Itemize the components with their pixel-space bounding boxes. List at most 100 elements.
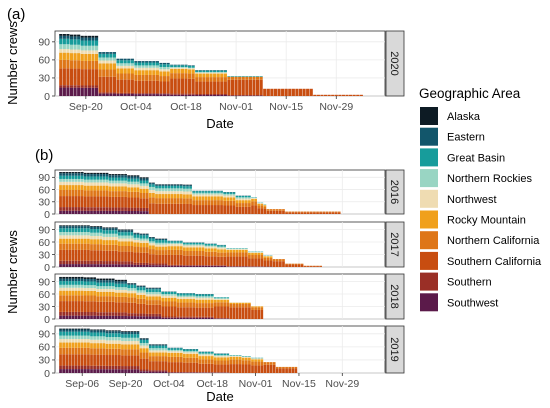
- bar-segment: [186, 245, 189, 248]
- legend-swatch: [420, 293, 438, 312]
- bar-segment: [177, 67, 181, 69]
- bar-segment: [201, 192, 205, 195]
- bar-segment: [142, 298, 146, 304]
- bar-segment: [65, 301, 69, 312]
- bar-segment: [87, 225, 90, 227]
- bar-segment: [192, 191, 196, 193]
- bar-segment: [71, 347, 75, 355]
- bar-segment: [142, 348, 146, 353]
- bar-segment: [93, 311, 96, 316]
- bar-segment: [155, 80, 159, 94]
- bar-segment: [105, 230, 109, 234]
- bar-segment: [204, 297, 208, 300]
- bar-segment: [59, 287, 62, 291]
- bar-segment: [306, 212, 310, 214]
- bar-segment: [124, 246, 127, 252]
- bar-segment: [94, 50, 99, 54]
- bar-segment: [133, 191, 137, 198]
- bar-segment: [183, 194, 186, 199]
- bar-segment: [183, 351, 186, 353]
- bar-segment: [123, 60, 127, 64]
- bar-segment: [195, 351, 199, 353]
- bar-segment: [207, 244, 211, 246]
- bar-segment: [179, 352, 183, 357]
- bar-segment: [145, 207, 149, 212]
- bar-segment: [167, 264, 171, 266]
- bar-segment: [90, 365, 93, 370]
- bar-segment: [139, 294, 143, 299]
- bar-segment: [90, 336, 93, 340]
- bar-segment: [263, 260, 267, 267]
- bar-segment: [220, 196, 223, 201]
- bar-segment: [209, 81, 213, 95]
- bar-segment: [118, 196, 121, 208]
- bar-segment: [71, 249, 75, 261]
- bar-segment: [93, 354, 96, 366]
- bar-segment: [62, 369, 65, 373]
- bar-segment: [87, 278, 90, 282]
- bar-segment: [77, 342, 81, 348]
- bar-segment: [83, 288, 87, 291]
- bar-segment: [180, 93, 185, 95]
- bar-segment: [173, 306, 177, 317]
- bar-segment: [173, 184, 177, 186]
- bar-segment: [257, 365, 261, 373]
- bar-segment: [124, 177, 127, 181]
- bar-segment: [130, 73, 134, 80]
- bar-segment: [257, 252, 261, 253]
- bar-segment: [65, 172, 69, 174]
- bar-segment: [148, 254, 152, 264]
- bar-segment: [74, 331, 78, 336]
- bar-segment: [142, 180, 146, 184]
- bar-segment: [189, 186, 192, 189]
- bar-segment: [59, 290, 62, 296]
- bar-segment: [235, 198, 239, 201]
- bar-segment: [62, 87, 66, 96]
- bar-segment: [198, 299, 202, 304]
- bar-segment: [142, 188, 146, 193]
- bar-segment: [114, 240, 118, 245]
- bar-segment: [114, 180, 118, 184]
- bar-segment: [223, 70, 227, 71]
- bar-segment: [207, 353, 211, 355]
- bar-segment: [90, 295, 93, 302]
- bar-segment: [59, 52, 63, 60]
- bar-segment: [111, 331, 115, 334]
- bar-segment: [230, 76, 235, 77]
- legend-item: Northern Rockies: [420, 169, 532, 188]
- bar-segment: [241, 307, 245, 319]
- bar-segment: [68, 175, 72, 179]
- bar-segment: [152, 371, 155, 373]
- bar-segment: [59, 331, 62, 336]
- bar-segment: [170, 194, 174, 199]
- bar-segment: [158, 246, 161, 251]
- bar-segment: [167, 184, 171, 186]
- bar-segment: [201, 297, 205, 300]
- bar-segment: [105, 250, 109, 262]
- bar-segment: [148, 288, 152, 290]
- bar-segment: [192, 295, 196, 298]
- bar-segment: [136, 237, 140, 240]
- bar-segment: [108, 312, 112, 316]
- bar-segment: [80, 85, 84, 88]
- bar-segment: [260, 307, 264, 310]
- bar-segment: [109, 53, 113, 58]
- bar-segment: [198, 307, 202, 317]
- bar-segment: [234, 76, 238, 77]
- bar-segment: [279, 209, 282, 211]
- bar-segment: [341, 94, 346, 96]
- bar-segment: [244, 206, 248, 214]
- bar-segment: [130, 316, 134, 319]
- bar-segment: [207, 265, 211, 267]
- bar-segment: [201, 242, 205, 245]
- bar-segment: [84, 40, 88, 46]
- legend-label: Rocky Mountain: [447, 215, 526, 227]
- bar-segment: [91, 69, 95, 86]
- bar-segment: [170, 185, 174, 189]
- bar-segment: [152, 245, 155, 250]
- bar-segment: [68, 185, 72, 190]
- bar-segment: [226, 302, 230, 307]
- bar-segment: [309, 88, 313, 96]
- bar-segment: [111, 343, 115, 349]
- bar-segment: [213, 256, 217, 266]
